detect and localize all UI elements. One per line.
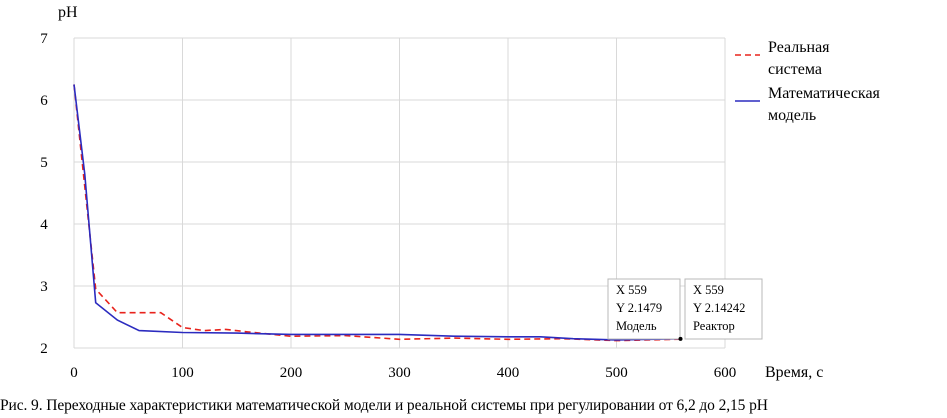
datatip-y: Y 2.1479 xyxy=(616,301,662,315)
datatip-y: Y 2.14242 xyxy=(693,301,745,315)
legend-label: Математическая модель xyxy=(768,85,881,124)
x-tick-label: 200 xyxy=(280,365,303,381)
x-tick-label: 600 xyxy=(714,365,737,381)
legend: Реальная система Математическая модель xyxy=(735,39,881,124)
y-tick-label: 3 xyxy=(40,279,48,295)
datatips: X 559 Y 2.1479 Модель X 559 Y 2.14242 Реактор xyxy=(607,278,763,341)
y-tick-label: 7 xyxy=(40,31,48,47)
datatip-label: Модель xyxy=(616,319,657,333)
datatip-box xyxy=(684,278,763,340)
series-line-math-model xyxy=(73,84,681,341)
x-tick-label: 100 xyxy=(171,365,194,381)
x-tick-label: 0 xyxy=(70,365,78,381)
series-group xyxy=(73,84,681,342)
series-line-real-system xyxy=(73,84,681,342)
grid xyxy=(73,37,726,349)
datatip-anchor xyxy=(678,336,683,341)
datatip-x: X 559 xyxy=(616,283,647,297)
x-tick-labels: 0 100 200 300 400 500 600 xyxy=(70,365,736,381)
legend-label: Реальная система xyxy=(768,39,830,78)
x-tick-label: 500 xyxy=(605,365,628,381)
y-axis-title: pH xyxy=(58,4,78,21)
datatip-box xyxy=(607,278,681,340)
x-axis-title: Время, с xyxy=(765,364,823,381)
datatip-x: X 559 xyxy=(693,283,724,297)
x-tick-label: 400 xyxy=(497,365,520,381)
y-tick-label: 6 xyxy=(40,93,48,109)
y-tick-label: 4 xyxy=(40,217,48,233)
figure-caption: Рис. 9. Переходные характеристики матема… xyxy=(0,397,768,414)
y-tick-label: 2 xyxy=(40,341,48,357)
x-tick-label: 300 xyxy=(388,365,411,381)
datatip-label: Реактор xyxy=(693,319,735,333)
y-tick-label: 5 xyxy=(40,155,48,171)
y-tick-labels: 2 3 4 5 6 7 xyxy=(40,31,48,357)
